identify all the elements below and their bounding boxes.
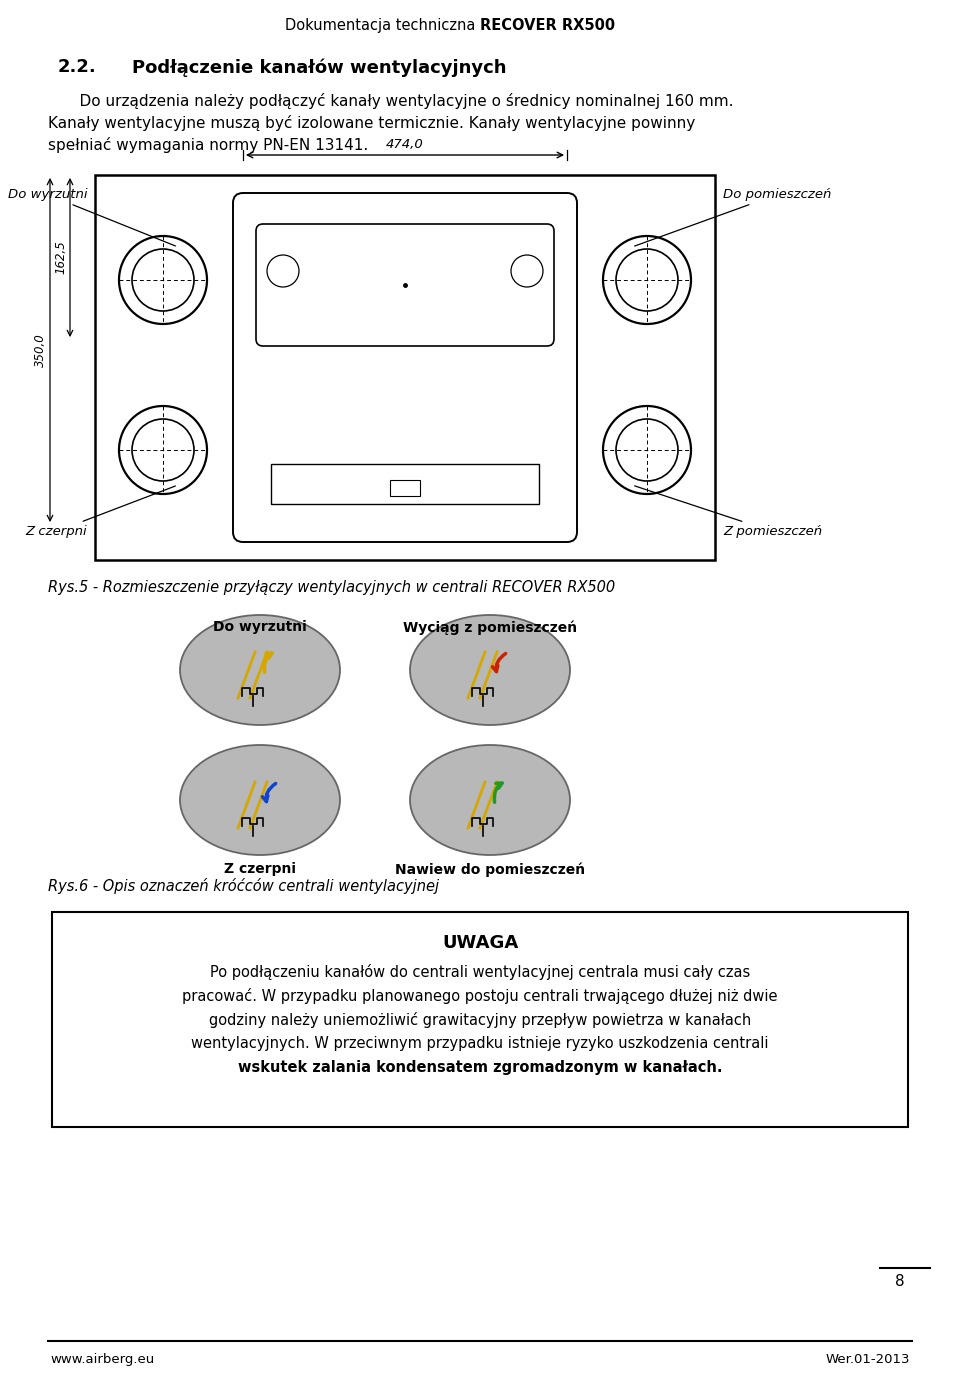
- Text: Dokumentacja techniczna: Dokumentacja techniczna: [285, 18, 480, 33]
- Text: Rys.6 - Opis oznaczeń króćców centrali wentylacyjnej: Rys.6 - Opis oznaczeń króćców centrali w…: [48, 879, 439, 894]
- FancyBboxPatch shape: [233, 193, 577, 542]
- Ellipse shape: [180, 745, 340, 855]
- Bar: [390, 480, 420, 496]
- Text: Do urządzenia należy podłączyć kanały wentylacyjne o średnicy nominalnej 160 mm.: Do urządzenia należy podłączyć kanały we…: [60, 94, 733, 109]
- Circle shape: [616, 249, 678, 311]
- Text: RECOVER RX500: RECOVER RX500: [480, 18, 615, 33]
- Bar: [95, 175, 715, 560]
- Text: 162,5: 162,5: [54, 241, 67, 274]
- Text: Z czerpni: Z czerpni: [224, 862, 296, 876]
- Circle shape: [616, 419, 678, 481]
- Circle shape: [132, 419, 194, 481]
- Text: spełniać wymagania normy PN-EN 13141.: spełniać wymagania normy PN-EN 13141.: [48, 138, 369, 153]
- Text: Podłączenie kanałów wentylacyjnych: Podłączenie kanałów wentylacyjnych: [132, 58, 507, 77]
- Text: Kanały wentylacyjne muszą być izolowane termicznie. Kanały wentylacyjne powinny: Kanały wentylacyjne muszą być izolowane …: [48, 116, 695, 131]
- Text: 350,0: 350,0: [34, 333, 47, 367]
- Circle shape: [119, 236, 207, 324]
- Text: Do wyrzutni: Do wyrzutni: [213, 620, 307, 634]
- Text: wskutek zalania kondensatem zgromadzonym w kanałach.: wskutek zalania kondensatem zgromadzonym…: [238, 1060, 722, 1075]
- Ellipse shape: [410, 615, 570, 725]
- Text: 2.2.: 2.2.: [58, 58, 97, 76]
- Bar: [271, 463, 539, 505]
- Ellipse shape: [410, 745, 570, 855]
- Text: wentylacyjnych. W przeciwnym przypadku istnieje ryzyko uszkodzenia centrali: wentylacyjnych. W przeciwnym przypadku i…: [191, 1035, 769, 1050]
- Text: Do pomieszczeń: Do pomieszczeń: [635, 188, 831, 246]
- Circle shape: [119, 406, 207, 494]
- Circle shape: [267, 254, 299, 287]
- Text: Nawiew do pomieszczeń: Nawiew do pomieszczeń: [395, 862, 585, 876]
- Text: Do wyrzutni: Do wyrzutni: [8, 188, 176, 246]
- Text: Rys.5 - Rozmieszczenie przyłączy wentylacyjnych w centrali RECOVER RX500: Rys.5 - Rozmieszczenie przyłączy wentyla…: [48, 580, 615, 595]
- Ellipse shape: [180, 615, 340, 725]
- Circle shape: [603, 236, 691, 324]
- Text: Po podłączeniu kanałów do centrali wentylacyjnej centrala musi cały czas: Po podłączeniu kanałów do centrali wenty…: [210, 964, 750, 980]
- FancyBboxPatch shape: [256, 224, 554, 346]
- Circle shape: [603, 406, 691, 494]
- Circle shape: [511, 254, 543, 287]
- Text: www.airberg.eu: www.airberg.eu: [50, 1353, 155, 1365]
- Text: Z pomieszczeń: Z pomieszczeń: [635, 485, 822, 538]
- Text: pracować. W przypadku planowanego postoju centrali trwającego dłużej niż dwie: pracować. W przypadku planowanego postoj…: [182, 989, 778, 1004]
- Text: 8: 8: [896, 1275, 905, 1288]
- Text: Wer.01-2013: Wer.01-2013: [826, 1353, 910, 1365]
- Circle shape: [132, 249, 194, 311]
- Text: UWAGA: UWAGA: [442, 934, 518, 952]
- Bar: [52, 912, 908, 1128]
- Text: godziny należy uniemożliwić grawitacyjny przepływ powietrza w kanałach: godziny należy uniemożliwić grawitacyjny…: [209, 1012, 751, 1028]
- Text: Wyciąg z pomieszczeń: Wyciąg z pomieszczeń: [403, 620, 577, 634]
- Text: Z czerpni: Z czerpni: [25, 485, 176, 538]
- Text: 474,0: 474,0: [386, 138, 424, 151]
